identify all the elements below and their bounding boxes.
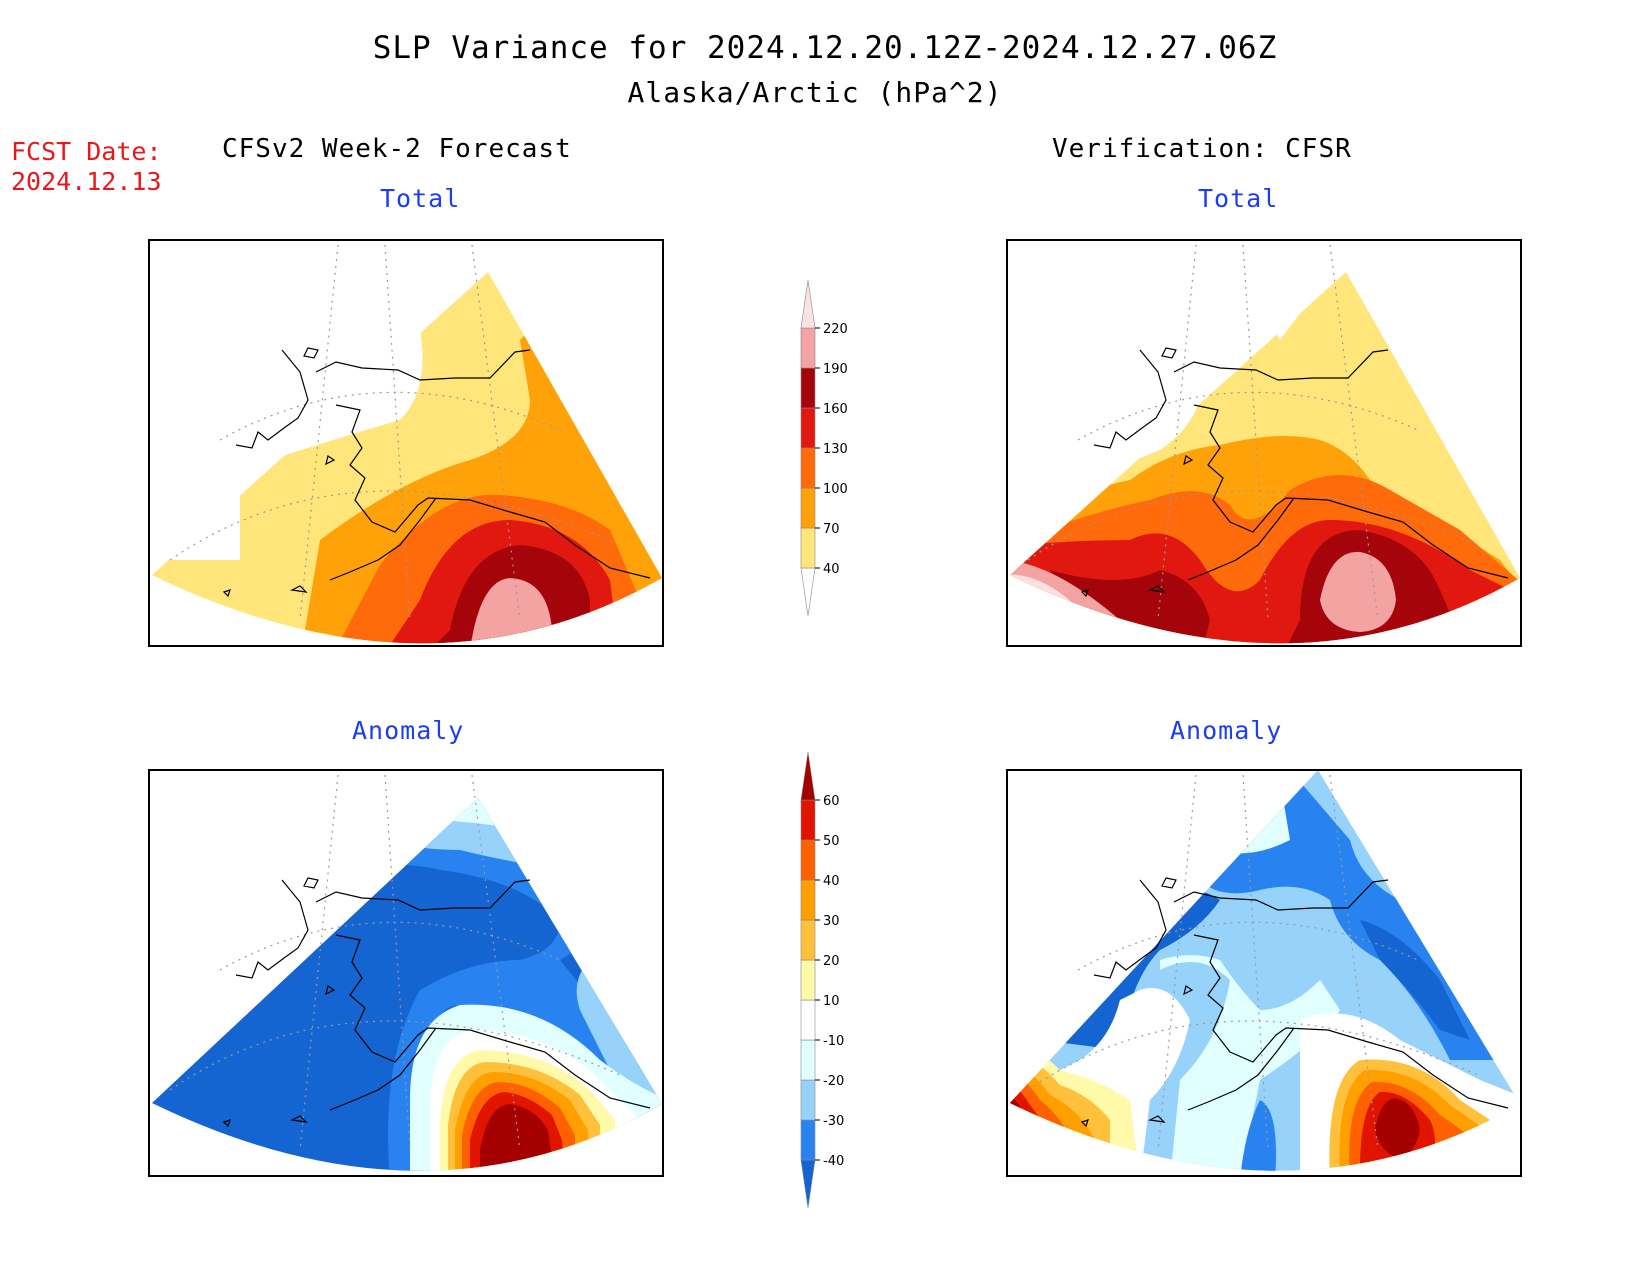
anomaly-colorbar-swatch — [800, 839, 816, 881]
anomaly-colorbar-tick-label: 60 — [823, 794, 840, 809]
forecast-anomaly-contours — [152, 798, 662, 1171]
forecast-total-frame — [148, 239, 664, 647]
total-colorbar-tick-label: 220 — [823, 322, 848, 337]
total-colorbar-tick-label: 40 — [823, 562, 840, 577]
forecast-anomaly-graticule — [169, 774, 621, 1151]
anomaly-colorbar-tick-label: 10 — [823, 994, 840, 1009]
anomaly-colorbar-tick-label: 30 — [823, 914, 840, 929]
total-colorbar-tick-label: 100 — [823, 482, 848, 497]
verification-total-graticule — [1027, 244, 1479, 621]
total-colorbar-tick-label: 190 — [823, 362, 848, 377]
forecast-total-title: Total — [380, 184, 461, 213]
verification-total-title: Total — [1198, 184, 1279, 213]
anomaly-colorbar-tick-label: -20 — [823, 1074, 844, 1089]
verification-total-coastline — [1080, 347, 1509, 598]
total-colorbar-swatch — [800, 407, 816, 449]
anomaly-colorbar: -40 -30 -20 -10 10 20 30 40 50 60 — [800, 751, 844, 1209]
anomaly-colorbar-tick-label: -40 — [823, 1154, 844, 1169]
total-colorbar-tick-label: 130 — [823, 442, 848, 457]
verification-total-frame — [1006, 239, 1522, 647]
forecast-anomaly-frame — [148, 769, 664, 1177]
anomaly-colorbar-tick-label: 40 — [823, 874, 840, 889]
verification-anomaly-frame — [1006, 769, 1522, 1177]
anomaly-colorbar-swatch — [800, 1079, 816, 1121]
total-colorbar-tick-label: 70 — [823, 522, 840, 537]
anomaly-colorbar-swatch — [800, 919, 816, 961]
fcst-date-value: 2024.12.13 — [11, 167, 162, 196]
verification-anomaly-contours — [1010, 770, 1520, 1171]
total-colorbar-swatch — [800, 487, 816, 529]
anomaly-colorbar-tick-label: -30 — [823, 1114, 844, 1129]
forecast-total-coastline — [222, 347, 651, 598]
forecast-total-map — [148, 239, 664, 647]
total-colorbar-swatch — [800, 527, 816, 569]
total-colorbar-tick-label: 160 — [823, 402, 848, 417]
total-colorbar-swatch — [800, 367, 816, 409]
forecast-anomaly-coastline — [222, 877, 651, 1128]
fcst-date-block: FCST Date: 2024.12.13 — [11, 137, 162, 197]
figure-subtitle: Alaska/Arctic (hPa^2) — [627, 76, 1003, 109]
anomaly-colorbar-swatch — [800, 751, 816, 801]
verification-total-contours — [1010, 272, 1520, 644]
anomaly-colorbar-tick-label: 50 — [823, 834, 840, 849]
anomaly-colorbar-tick-label: 20 — [823, 954, 840, 969]
forecast-column-heading: CFSv2 Week-2 Forecast — [222, 134, 572, 164]
anomaly-colorbar-tick-label: -10 — [823, 1034, 844, 1049]
forecast-total-graticule — [169, 244, 621, 621]
anomaly-colorbar-swatch — [800, 1159, 816, 1209]
verification-anomaly-map — [1006, 769, 1522, 1177]
anomaly-colorbar-swatch — [800, 959, 816, 1001]
anomaly-colorbar-swatch — [800, 1119, 816, 1161]
anomaly-colorbar-swatch — [800, 1039, 816, 1081]
verification-anomaly-graticule — [1027, 774, 1479, 1151]
fcst-date-label: FCST Date: — [11, 137, 162, 166]
verification-anomaly-title: Anomaly — [1170, 716, 1283, 745]
total-colorbar-swatch — [800, 327, 816, 369]
forecast-anomaly-title: Anomaly — [352, 716, 465, 745]
forecast-total-contours — [152, 272, 662, 644]
total-colorbar-swatch — [800, 447, 816, 489]
figure-title: SLP Variance for 2024.12.20.12Z-2024.12.… — [372, 30, 1278, 66]
verification-anomaly-coastline — [1080, 877, 1509, 1128]
anomaly-colorbar-swatch — [800, 999, 816, 1041]
total-colorbar-swatch — [800, 567, 816, 617]
anomaly-colorbar-swatch — [800, 879, 816, 921]
total-colorbar-swatch — [800, 279, 816, 329]
forecast-anomaly-map — [148, 769, 664, 1177]
verification-total-map — [1006, 239, 1522, 647]
total-colorbar: 40 70 100 130 160 190 220 — [800, 279, 848, 617]
anomaly-colorbar-swatch — [800, 799, 816, 841]
verification-column-heading: Verification: CFSR — [1052, 134, 1352, 164]
